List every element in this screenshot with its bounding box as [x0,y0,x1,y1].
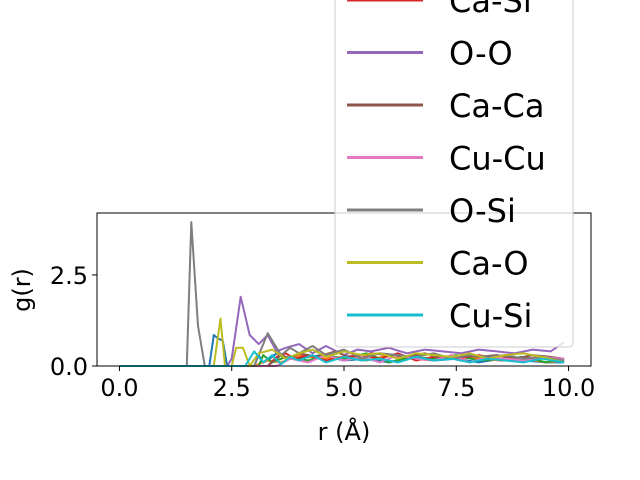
legend-label-ca-si: Ca-Si [449,0,532,20]
legend-label-cu-si: Cu-Si [449,297,532,335]
plot-lines [119,221,565,367]
x-tick-label: 7.5 [437,374,475,402]
y-tick-label: 0.0 [50,353,88,381]
series-line-cu-si [119,350,565,367]
x-tick-label: 10.0 [542,374,595,402]
legend-label-ca-o: Ca-O [449,245,529,283]
legend-label-ca-ca: Ca-Ca [449,87,544,125]
x-axis-ticks: 0.0 2.5 5.0 7.5 10.0 [100,366,595,402]
y-axis-ticks: 0.0 2.5 [50,262,97,381]
x-tick-label: 0.0 [100,374,138,402]
legend-label-o-si: O-Si [449,192,516,230]
x-axis-label: r (Å) [318,417,371,446]
legend-entries: Cu-OCu-CaSi-SiCa-SiO-OCa-CaCu-CuO-SiCa-O… [347,0,546,335]
y-axis-label: g(r) [8,268,36,312]
legend: Cu-OCu-CaSi-SiCa-SiO-OCa-CaCu-CuO-SiCa-O… [334,0,574,348]
legend-box [334,0,574,348]
legend-label-o-o: O-O [449,35,513,73]
x-tick-label: 2.5 [213,374,251,402]
legend-label-cu-cu: Cu-Cu [449,140,546,178]
series-line-ca-o [119,317,565,367]
x-tick-label: 5.0 [325,374,363,402]
y-tick-label: 2.5 [50,262,88,290]
